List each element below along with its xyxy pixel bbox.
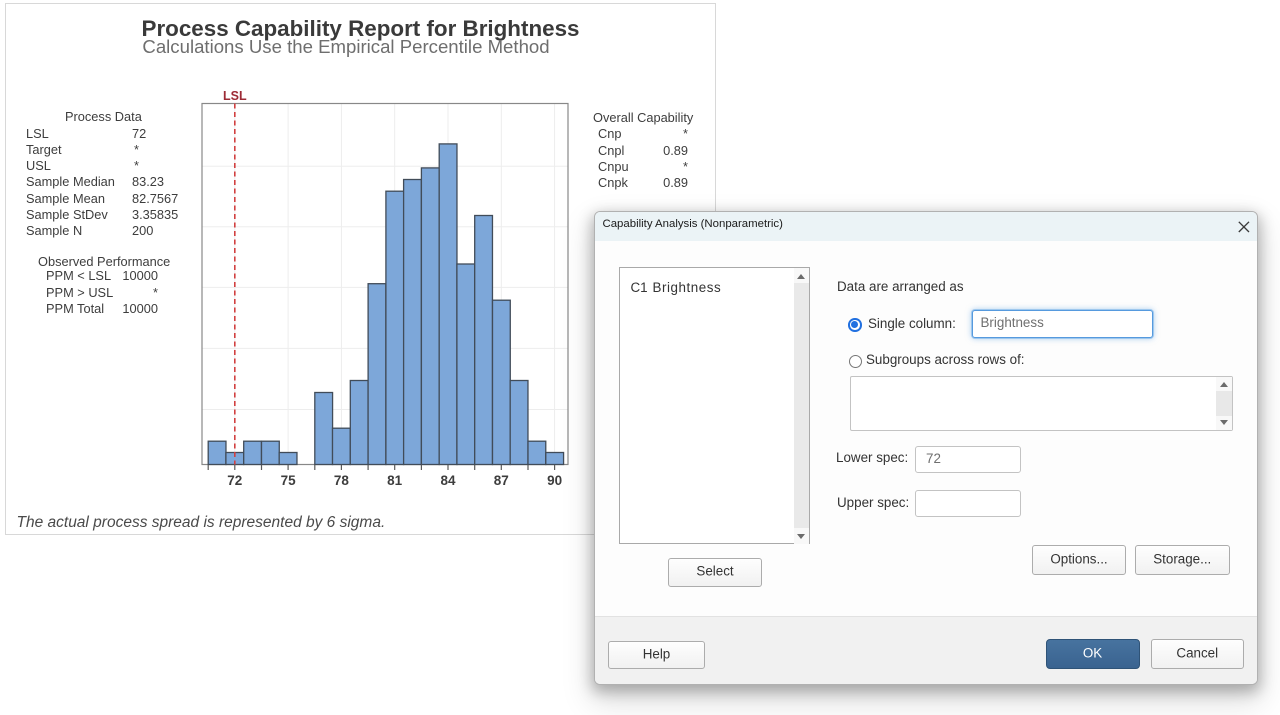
svg-text:72: 72 (227, 473, 242, 488)
svg-text:87: 87 (494, 473, 509, 488)
svg-text:90: 90 (547, 473, 562, 488)
svg-text:75: 75 (281, 473, 297, 488)
svg-text:84: 84 (440, 473, 456, 488)
svg-text:LSL: LSL (223, 89, 247, 103)
svg-text:81: 81 (387, 473, 403, 488)
svg-text:78: 78 (334, 473, 350, 488)
